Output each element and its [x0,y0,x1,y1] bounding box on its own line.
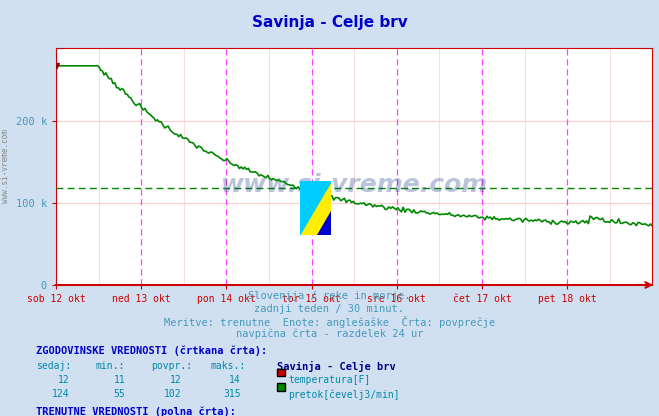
Text: maks.:: maks.: [211,361,246,371]
Text: 55: 55 [113,389,125,399]
Text: sedaj:: sedaj: [36,361,71,371]
Text: Savinja - Celje brv: Savinja - Celje brv [252,15,407,30]
Text: ZGODOVINSKE VREDNOSTI (črtkana črta):: ZGODOVINSKE VREDNOSTI (črtkana črta): [36,345,268,356]
Text: Slovenija / reke in morje.: Slovenija / reke in morje. [248,291,411,301]
Text: 124: 124 [51,389,69,399]
Text: Meritve: trenutne  Enote: anglešaške  Črta: povprečje: Meritve: trenutne Enote: anglešaške Črta… [164,316,495,328]
Polygon shape [317,210,331,235]
Polygon shape [300,181,331,235]
Text: 11: 11 [113,375,125,385]
Text: povpr.:: povpr.: [152,361,192,371]
Text: 315: 315 [223,389,241,399]
Text: zadnji teden / 30 minut.: zadnji teden / 30 minut. [254,304,405,314]
Text: pretok[čevelj3/min]: pretok[čevelj3/min] [288,389,399,400]
Text: 102: 102 [163,389,181,399]
Text: Savinja - Celje brv: Savinja - Celje brv [277,361,395,372]
Text: min.:: min.: [96,361,125,371]
Text: 12: 12 [57,375,69,385]
Text: 12: 12 [169,375,181,385]
Text: www.si-vreme.com: www.si-vreme.com [1,129,10,203]
Text: 14: 14 [229,375,241,385]
Text: www.si-vreme.com: www.si-vreme.com [221,173,488,197]
Polygon shape [300,181,331,235]
Text: temperatura[F]: temperatura[F] [288,375,370,385]
Text: TRENUTNE VREDNOSTI (polna črta):: TRENUTNE VREDNOSTI (polna črta): [36,406,236,416]
Text: navpična črta - razdelek 24 ur: navpična črta - razdelek 24 ur [236,329,423,339]
